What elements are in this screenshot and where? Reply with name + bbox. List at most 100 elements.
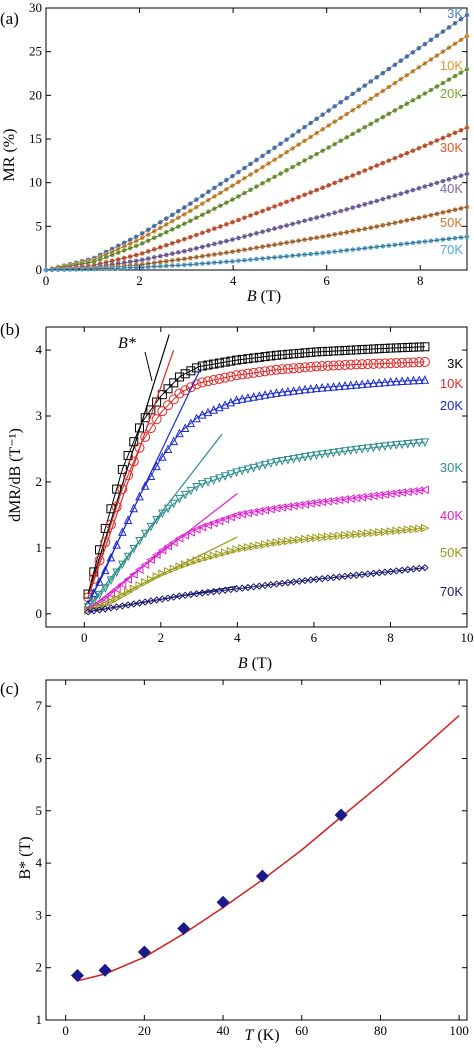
b-series-label: 30K — [440, 460, 463, 475]
b-marker — [164, 566, 173, 576]
b-marker — [197, 361, 207, 371]
b-marker — [197, 377, 208, 388]
b-marker — [118, 602, 127, 610]
b-tangent-line — [87, 433, 223, 608]
b-marker — [169, 499, 179, 509]
b-marker — [163, 384, 173, 394]
c-fit-curve — [77, 715, 460, 982]
b-marker — [146, 575, 156, 584]
b-marker — [203, 520, 212, 530]
b-marker — [398, 566, 406, 574]
c-xtick-label: 60 — [295, 1023, 308, 1038]
a-series-label: 40K — [440, 181, 463, 196]
b-marker — [111, 501, 122, 512]
b-marker — [106, 589, 115, 599]
c-plot-frame — [45, 679, 468, 1021]
c-data-point — [334, 808, 348, 822]
b-marker — [89, 588, 99, 597]
a-fit-line — [45, 127, 468, 271]
a-point — [464, 12, 470, 18]
b-marker — [329, 573, 338, 582]
a-ytick-label: 5 — [36, 218, 43, 233]
b-tangent-line — [87, 585, 238, 613]
b-marker — [203, 360, 213, 370]
b-marker — [209, 551, 219, 561]
a-fit-line — [45, 173, 468, 271]
b-star-arrow — [144, 351, 153, 382]
b-marker — [175, 562, 185, 571]
a-xtick-label: 4 — [230, 273, 237, 288]
panel-b-xlabel: B (T) — [238, 655, 272, 672]
b-marker — [392, 567, 401, 575]
b-tangent-line — [87, 349, 175, 598]
b-marker — [346, 572, 355, 580]
b-marker — [174, 372, 184, 382]
b-marker — [192, 482, 201, 492]
b-series-3K — [83, 334, 430, 599]
b-marker — [226, 546, 236, 556]
c-ytick-label: 7 — [36, 698, 43, 713]
b-marker — [198, 554, 207, 564]
b-xtick-label: 8 — [387, 630, 394, 645]
b-marker — [175, 494, 184, 504]
b-marker — [369, 569, 378, 578]
b-marker — [106, 552, 116, 562]
b-marker — [244, 583, 252, 592]
panel-b-dmr-derivative: (b) dMR/dB (T⁻¹) B (T) B* 0 2 4 6 8 10 0 1 2 3 4 3K… — [0, 320, 474, 672]
b-xtick-label: 4 — [234, 630, 241, 645]
b-xtick-label: 6 — [311, 630, 318, 645]
c-data-point — [216, 895, 230, 909]
b-ytick-label: 4 — [36, 342, 43, 357]
b-marker — [141, 598, 149, 606]
b-series-label: 70K — [440, 584, 463, 599]
b-marker — [163, 504, 173, 514]
a-ytick-label: 10 — [29, 175, 42, 190]
b-marker — [227, 585, 235, 594]
panel-a-mr-vs-field: (a) MR (%) B (T) 0 2 4 6 8 0 5 10 15 20 25 30 3K 10K 2… — [0, 0, 470, 305]
b-series-label: 40K — [440, 508, 463, 523]
b-marker — [100, 565, 110, 575]
b-marker — [175, 592, 184, 600]
b-marker — [386, 567, 395, 576]
b-marker — [135, 599, 144, 607]
b-marker — [214, 516, 224, 526]
b-marker — [203, 552, 213, 562]
c-ytick-label: 4 — [36, 855, 43, 870]
b-marker — [307, 576, 315, 584]
b-marker — [169, 537, 178, 547]
b-marker — [117, 464, 127, 474]
c-xtick-label: 40 — [217, 1023, 230, 1038]
b-xtick-label: 0 — [81, 630, 88, 645]
b-marker — [243, 543, 253, 552]
b-marker — [209, 405, 218, 414]
b-marker — [140, 481, 150, 490]
b-xtick-label: 10 — [461, 630, 474, 645]
b-marker — [180, 423, 190, 433]
b-marker — [158, 452, 167, 461]
b-series-label: 20K — [440, 398, 463, 413]
a-plot-frame — [45, 7, 468, 271]
a-series-70K — [43, 234, 470, 273]
b-marker — [107, 604, 115, 612]
b-marker — [261, 581, 269, 590]
b-marker — [186, 558, 196, 567]
b-marker — [232, 585, 241, 593]
panel-c-label: (c) — [0, 679, 19, 698]
b-marker — [174, 388, 185, 399]
a-series-20K — [43, 66, 470, 273]
a-ytick-label: 0 — [36, 262, 43, 277]
b-marker — [214, 373, 225, 384]
a-fit-line — [45, 68, 468, 271]
panel-c-xlabel: T (K) — [244, 1027, 279, 1044]
b-marker — [101, 600, 110, 610]
a-series-label: 30K — [440, 140, 463, 155]
b-marker — [415, 564, 423, 573]
b-marker — [151, 414, 162, 425]
b-marker — [123, 515, 133, 524]
b-marker — [220, 372, 231, 383]
b-marker — [169, 378, 179, 388]
b-marker — [232, 395, 241, 404]
b-marker — [197, 410, 207, 419]
panel-c-bstar-vs-temperature: (c) B* (T) T (K) 0 20 40 60 80 100 1 2 3 4 5 6 7 — [0, 679, 469, 1044]
b-marker — [221, 548, 230, 557]
